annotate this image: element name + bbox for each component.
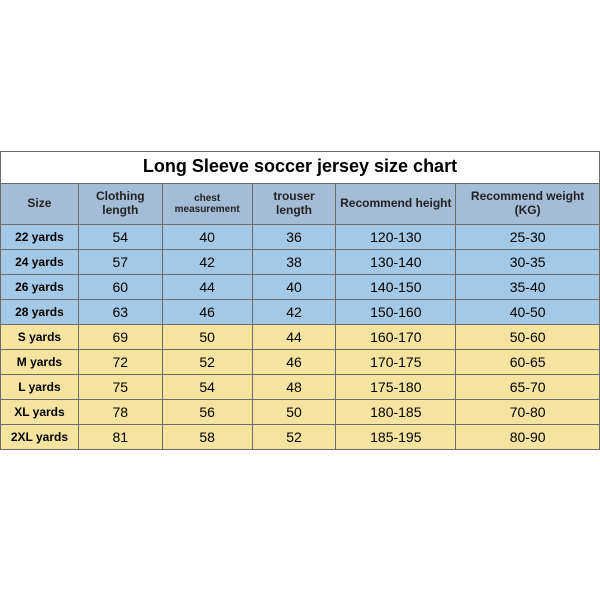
cell-weight: 35-40 bbox=[456, 274, 600, 299]
cell-height: 170-175 bbox=[336, 349, 456, 374]
cell-height: 185-195 bbox=[336, 424, 456, 449]
cell-weight: 50-60 bbox=[456, 324, 600, 349]
cell-trouser: 38 bbox=[252, 249, 336, 274]
cell-trouser: 48 bbox=[252, 374, 336, 399]
cell-height: 160-170 bbox=[336, 324, 456, 349]
cell-trouser: 44 bbox=[252, 324, 336, 349]
cell-height: 130-140 bbox=[336, 249, 456, 274]
table-row: 28 yards 63 46 42 150-160 40-50 bbox=[1, 299, 600, 324]
col-recommend-height: Recommend height bbox=[336, 183, 456, 224]
cell-trouser: 50 bbox=[252, 399, 336, 424]
cell-chest: 50 bbox=[162, 324, 252, 349]
cell-size: L yards bbox=[1, 374, 79, 399]
cell-size: M yards bbox=[1, 349, 79, 374]
cell-chest: 58 bbox=[162, 424, 252, 449]
cell-weight: 30-35 bbox=[456, 249, 600, 274]
cell-chest: 42 bbox=[162, 249, 252, 274]
header-row: Size Clothing length chest measurement t… bbox=[1, 183, 600, 224]
cell-clothing: 81 bbox=[78, 424, 162, 449]
cell-chest: 52 bbox=[162, 349, 252, 374]
cell-chest: 44 bbox=[162, 274, 252, 299]
cell-size: XL yards bbox=[1, 399, 79, 424]
title-row: Long Sleeve soccer jersey size chart bbox=[1, 151, 600, 183]
cell-weight: 60-65 bbox=[456, 349, 600, 374]
cell-height: 120-130 bbox=[336, 224, 456, 249]
chart-title: Long Sleeve soccer jersey size chart bbox=[1, 151, 600, 183]
cell-size: S yards bbox=[1, 324, 79, 349]
cell-height: 150-160 bbox=[336, 299, 456, 324]
cell-clothing: 54 bbox=[78, 224, 162, 249]
col-size: Size bbox=[1, 183, 79, 224]
col-chest-measurement: chest measurement bbox=[162, 183, 252, 224]
cell-size: 28 yards bbox=[1, 299, 79, 324]
cell-clothing: 78 bbox=[78, 399, 162, 424]
cell-clothing: 57 bbox=[78, 249, 162, 274]
table-row: XL yards 78 56 50 180-185 70-80 bbox=[1, 399, 600, 424]
cell-clothing: 60 bbox=[78, 274, 162, 299]
cell-trouser: 46 bbox=[252, 349, 336, 374]
cell-size: 26 yards bbox=[1, 274, 79, 299]
table-row: 26 yards 60 44 40 140-150 35-40 bbox=[1, 274, 600, 299]
cell-weight: 40-50 bbox=[456, 299, 600, 324]
table-row: 2XL yards 81 58 52 185-195 80-90 bbox=[1, 424, 600, 449]
table-row: 24 yards 57 42 38 130-140 30-35 bbox=[1, 249, 600, 274]
cell-chest: 56 bbox=[162, 399, 252, 424]
cell-weight: 80-90 bbox=[456, 424, 600, 449]
table-row: 22 yards 54 40 36 120-130 25-30 bbox=[1, 224, 600, 249]
cell-chest: 54 bbox=[162, 374, 252, 399]
cell-size: 24 yards bbox=[1, 249, 79, 274]
size-chart-table: Long Sleeve soccer jersey size chart Siz… bbox=[0, 151, 600, 450]
cell-chest: 46 bbox=[162, 299, 252, 324]
cell-size: 2XL yards bbox=[1, 424, 79, 449]
cell-size: 22 yards bbox=[1, 224, 79, 249]
cell-trouser: 42 bbox=[252, 299, 336, 324]
col-clothing-length: Clothing length bbox=[78, 183, 162, 224]
cell-height: 175-180 bbox=[336, 374, 456, 399]
table-row: S yards 69 50 44 160-170 50-60 bbox=[1, 324, 600, 349]
cell-trouser: 40 bbox=[252, 274, 336, 299]
col-recommend-weight: Recommend weight (KG) bbox=[456, 183, 600, 224]
cell-clothing: 72 bbox=[78, 349, 162, 374]
cell-weight: 25-30 bbox=[456, 224, 600, 249]
cell-trouser: 36 bbox=[252, 224, 336, 249]
cell-trouser: 52 bbox=[252, 424, 336, 449]
col-trouser-length: trouser length bbox=[252, 183, 336, 224]
cell-chest: 40 bbox=[162, 224, 252, 249]
cell-clothing: 69 bbox=[78, 324, 162, 349]
cell-weight: 70-80 bbox=[456, 399, 600, 424]
cell-clothing: 63 bbox=[78, 299, 162, 324]
cell-height: 140-150 bbox=[336, 274, 456, 299]
cell-weight: 65-70 bbox=[456, 374, 600, 399]
cell-height: 180-185 bbox=[336, 399, 456, 424]
cell-clothing: 75 bbox=[78, 374, 162, 399]
table-row: L yards 75 54 48 175-180 65-70 bbox=[1, 374, 600, 399]
table-row: M yards 72 52 46 170-175 60-65 bbox=[1, 349, 600, 374]
